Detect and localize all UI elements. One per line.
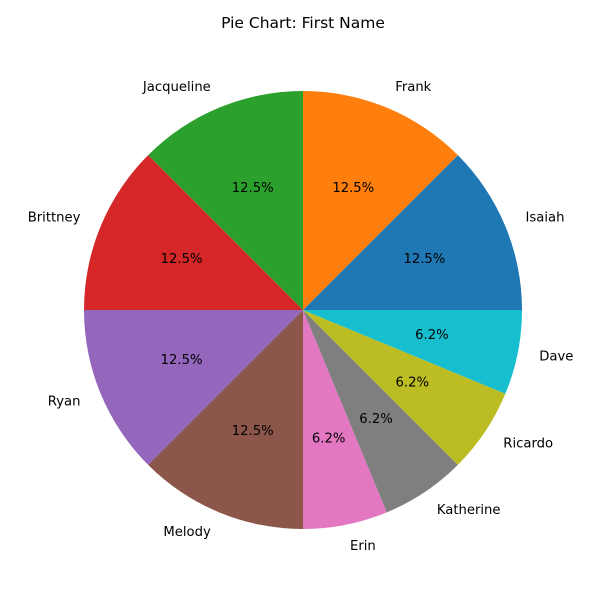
pie-slice-ricardo [303, 310, 506, 465]
pie-labels: Isaiah 12.5% Frank 12.5% Jacqueline 12.5% Brit… [28, 80, 574, 554]
pie-slices [84, 90, 522, 529]
slice-label-katherine: Katherine [437, 503, 501, 518]
pie-slice-erin [303, 310, 387, 529]
pie-slice-katherine [303, 310, 458, 513]
slice-percent-frank: 12.5% [332, 181, 374, 196]
pie-slice-melody [148, 310, 303, 529]
pie-slice-frank [303, 90, 458, 310]
pie-slice-isaiah [303, 155, 522, 310]
slice-label-isaiah: Isaiah [526, 210, 565, 225]
slice-percent-melody: 12.5% [232, 424, 274, 439]
pie-slice-brittney [84, 155, 303, 310]
slice-percent-ricardo: 6.2% [396, 376, 430, 391]
slice-label-brittney: Brittney [28, 210, 81, 225]
slice-percent-isaiah: 12.5% [403, 252, 445, 267]
slice-label-ricardo: Ricardo [503, 436, 553, 451]
pie-slice-jacqueline [148, 90, 303, 310]
pie-slice-ryan [84, 310, 303, 465]
slice-percent-jacqueline: 12.5% [232, 181, 274, 196]
slice-label-frank: Frank [395, 80, 431, 95]
chart-title: Pie Chart: First Name [221, 14, 385, 32]
slice-percent-brittney: 12.5% [161, 252, 203, 267]
slice-percent-ryan: 12.5% [161, 353, 203, 368]
slice-label-jacqueline: Jacqueline [142, 80, 211, 95]
pie-slice-dave [303, 310, 522, 394]
slice-label-dave: Dave [539, 350, 573, 365]
slice-label-erin: Erin [350, 539, 376, 554]
slice-percent-erin: 6.2% [312, 431, 346, 446]
slice-percent-dave: 6.2% [415, 328, 449, 343]
slice-percent-katherine: 6.2% [359, 412, 393, 427]
slice-label-ryan: Ryan [48, 395, 81, 410]
slice-label-melody: Melody [163, 525, 211, 540]
